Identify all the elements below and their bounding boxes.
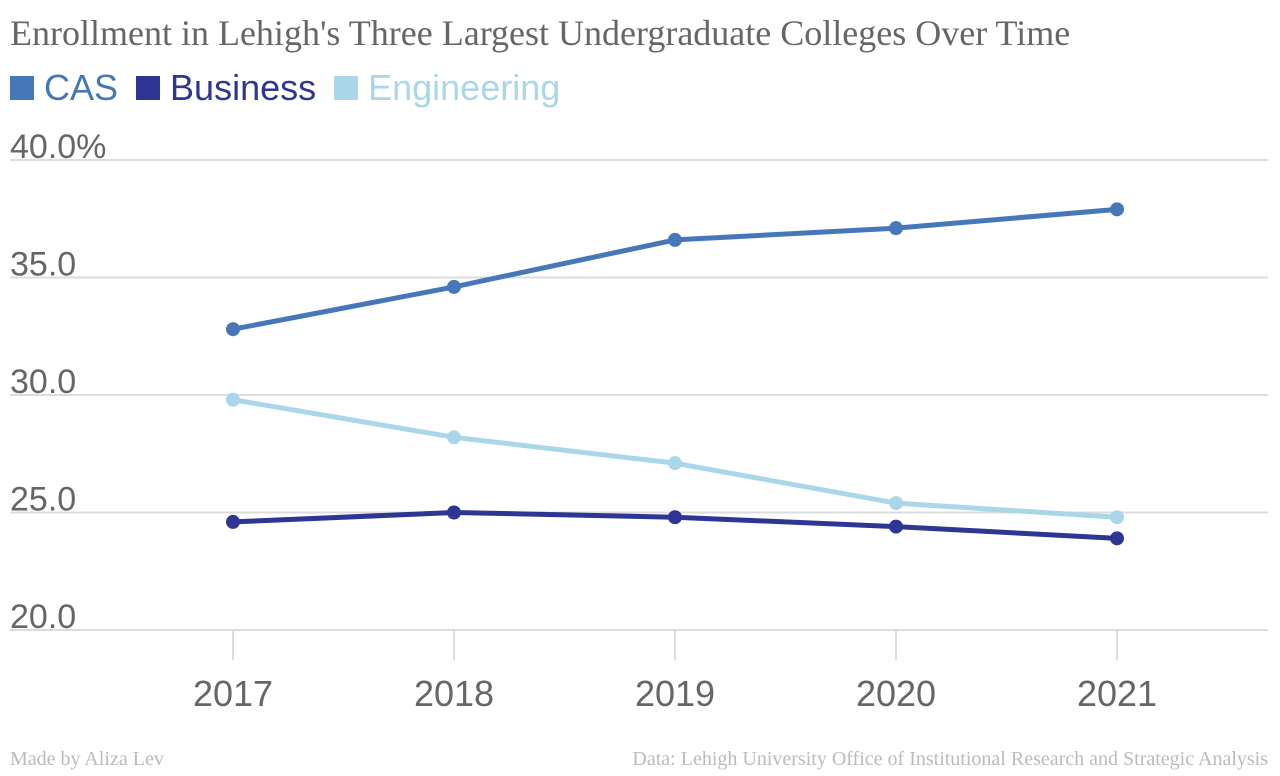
data-point-engineering bbox=[889, 496, 903, 511]
data-point-business bbox=[668, 510, 682, 525]
footer-credit: Made by Aliza Lev bbox=[10, 748, 164, 770]
legend-label-business: Business bbox=[170, 67, 317, 108]
data-point-engineering bbox=[226, 392, 240, 407]
x-tick-label: 2021 bbox=[1077, 673, 1157, 714]
chart-title: Enrollment in Lehigh's Three Largest Und… bbox=[10, 13, 1071, 53]
y-tick-label: 30.0 bbox=[10, 363, 76, 401]
y-tick-label: 25.0 bbox=[10, 481, 76, 519]
data-point-cas bbox=[226, 322, 240, 337]
data-point-business bbox=[889, 519, 903, 534]
data-point-engineering bbox=[668, 456, 682, 471]
data-point-cas bbox=[1110, 202, 1124, 217]
x-tick-label: 2017 bbox=[193, 673, 273, 714]
y-tick-label: 40.0% bbox=[10, 128, 106, 166]
data-point-business bbox=[447, 505, 461, 520]
data-point-engineering bbox=[447, 430, 461, 445]
data-point-engineering bbox=[1110, 510, 1124, 525]
legend-item-cas[interactable]: CAS bbox=[10, 67, 118, 109]
data-point-cas bbox=[447, 279, 461, 294]
data-point-business bbox=[226, 514, 240, 529]
data-point-business bbox=[1110, 531, 1124, 546]
legend: CAS Business Engineering bbox=[10, 66, 578, 110]
legend-item-business[interactable]: Business bbox=[136, 67, 316, 109]
y-tick-label: 35.0 bbox=[10, 246, 76, 284]
legend-item-engineering[interactable]: Engineering bbox=[334, 67, 560, 109]
legend-label-cas: CAS bbox=[44, 67, 119, 108]
data-point-cas bbox=[889, 221, 903, 236]
x-tick-label: 2020 bbox=[856, 673, 936, 714]
legend-swatch-cas bbox=[10, 76, 34, 100]
y-tick-label: 20.0 bbox=[10, 598, 76, 636]
data-point-cas bbox=[668, 232, 682, 247]
series-line-cas bbox=[230, 206, 1120, 332]
legend-label-engineering: Engineering bbox=[368, 67, 561, 108]
legend-swatch-engineering bbox=[334, 76, 359, 100]
footer-source: Data: Lehigh University Office of Instit… bbox=[632, 748, 1268, 770]
x-tick-label: 2019 bbox=[635, 673, 715, 714]
x-tick-label: 2018 bbox=[414, 673, 494, 714]
legend-swatch-business bbox=[136, 76, 161, 100]
